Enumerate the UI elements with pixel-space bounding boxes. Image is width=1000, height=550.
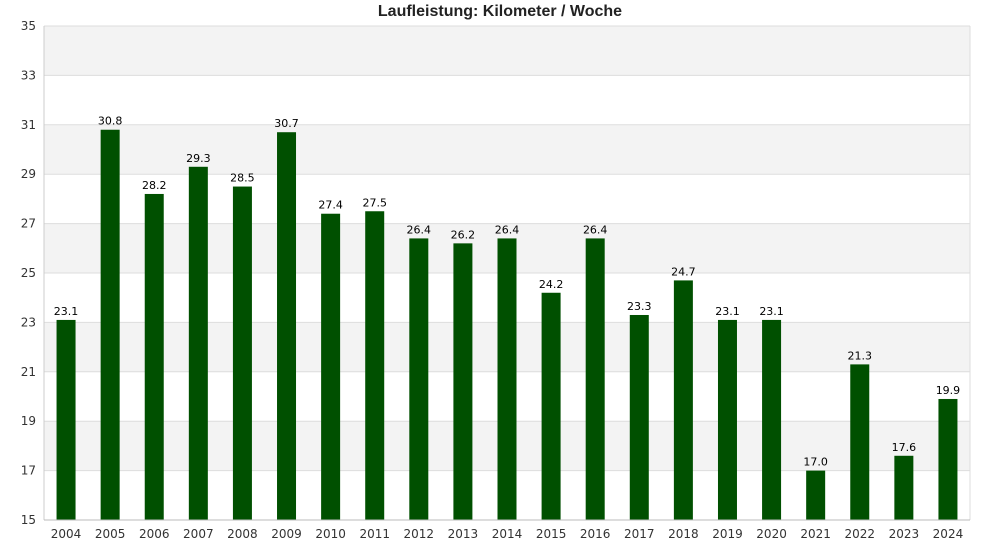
x-tick-label: 2010 — [315, 527, 346, 541]
x-tick-label: 2011 — [359, 527, 390, 541]
bar-2006 — [144, 193, 164, 520]
bar-2016 — [585, 238, 605, 521]
x-tick-label: 2005 — [95, 527, 126, 541]
bar-2011 — [365, 211, 385, 520]
data-label-2007: 29.3 — [186, 152, 211, 165]
data-label-2021: 17.0 — [803, 456, 828, 469]
y-tick-label: 17 — [21, 464, 36, 478]
bar-2004 — [56, 319, 76, 520]
data-label-2022: 21.3 — [848, 349, 873, 362]
y-tick-label: 29 — [21, 167, 36, 181]
bar-2015 — [541, 292, 561, 520]
x-axis: 2004 2005 2006 2007 2008 2009 2010 2011 2012 2013… — [44, 519, 970, 541]
data-label-2014: 26.4 — [495, 223, 520, 236]
x-tick-label: 2024 — [933, 527, 964, 541]
y-tick-label: 33 — [21, 68, 36, 82]
x-tick-label: 2013 — [448, 527, 479, 541]
x-tick-label: 2006 — [139, 527, 170, 541]
bar-2013 — [453, 243, 473, 521]
data-label-2005: 30.8 — [98, 115, 123, 128]
bar-2012 — [409, 238, 429, 521]
x-tick-label: 2019 — [712, 527, 743, 541]
bar-2022 — [850, 364, 870, 520]
bar-2023 — [894, 455, 914, 520]
data-label-2023: 17.6 — [892, 441, 917, 454]
bars — [56, 129, 958, 521]
bar-2018 — [673, 280, 693, 520]
y-tick-label: 23 — [21, 315, 36, 329]
bar-2019 — [717, 319, 737, 520]
x-tick-label: 2015 — [536, 527, 567, 541]
y-tick-label: 21 — [21, 365, 36, 379]
bar-2007 — [188, 166, 208, 521]
data-label-2013: 26.2 — [451, 228, 476, 241]
y-tick-label: 19 — [21, 414, 36, 428]
bar-2020 — [762, 319, 782, 520]
data-label-2011: 27.5 — [362, 196, 387, 209]
data-label-2004: 23.1 — [54, 305, 79, 318]
bar-2010 — [321, 213, 341, 520]
x-tick-label: 2023 — [889, 527, 920, 541]
bar-2009 — [277, 132, 297, 520]
y-tick-label: 25 — [21, 266, 36, 280]
x-tick-label: 2008 — [227, 527, 258, 541]
y-tick-label: 15 — [21, 513, 36, 527]
data-label-2024: 19.9 — [936, 384, 961, 397]
data-label-2019: 23.1 — [715, 305, 740, 318]
data-label-2015: 24.2 — [539, 278, 564, 291]
x-tick-label: 2020 — [756, 527, 787, 541]
bar-2017 — [629, 314, 649, 520]
x-tick-label: 2004 — [51, 527, 82, 541]
data-label-2006: 28.2 — [142, 179, 167, 192]
y-tick-label: 31 — [21, 118, 36, 132]
bar-2014 — [497, 238, 517, 521]
x-tick-label: 2016 — [580, 527, 611, 541]
data-labels: 23.1 30.8 28.2 29.3 28.5 30.7 27.4 27.5 26.4 26.2… — [54, 115, 960, 469]
data-label-2008: 28.5 — [230, 172, 255, 185]
data-label-2012: 26.4 — [407, 223, 432, 236]
y-tick-label: 27 — [21, 217, 36, 231]
y-tick-label: 35 — [21, 19, 36, 33]
data-label-2018: 24.7 — [671, 265, 696, 278]
x-tick-label: 2007 — [183, 527, 214, 541]
background-band — [44, 26, 970, 76]
data-label-2017: 23.3 — [627, 300, 652, 313]
background-band — [44, 124, 970, 175]
chart-title: Laufleistung: Kilometer / Woche — [377, 3, 623, 20]
x-tick-label: 2021 — [800, 527, 831, 541]
bar-2021 — [806, 470, 826, 520]
data-label-2016: 26.4 — [583, 223, 608, 236]
x-tick-label: 2014 — [492, 527, 523, 541]
x-tick-label: 2018 — [668, 527, 699, 541]
x-tick-label: 2012 — [404, 527, 435, 541]
data-label-2020: 23.1 — [759, 305, 784, 318]
bar-2005 — [100, 129, 120, 521]
x-tick-label: 2022 — [844, 527, 875, 541]
data-label-2010: 27.4 — [318, 199, 343, 212]
bar-2008 — [232, 186, 252, 521]
bar-2024 — [938, 398, 958, 520]
data-label-2009: 30.7 — [274, 117, 299, 130]
x-tick-label: 2009 — [271, 527, 302, 541]
y-axis: 15 17 19 21 23 25 27 29 31 33 35 — [21, 19, 971, 527]
x-tick-label: 2017 — [624, 527, 655, 541]
